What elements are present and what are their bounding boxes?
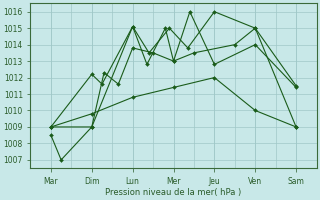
X-axis label: Pression niveau de la mer( hPa ): Pression niveau de la mer( hPa ) — [105, 188, 242, 197]
